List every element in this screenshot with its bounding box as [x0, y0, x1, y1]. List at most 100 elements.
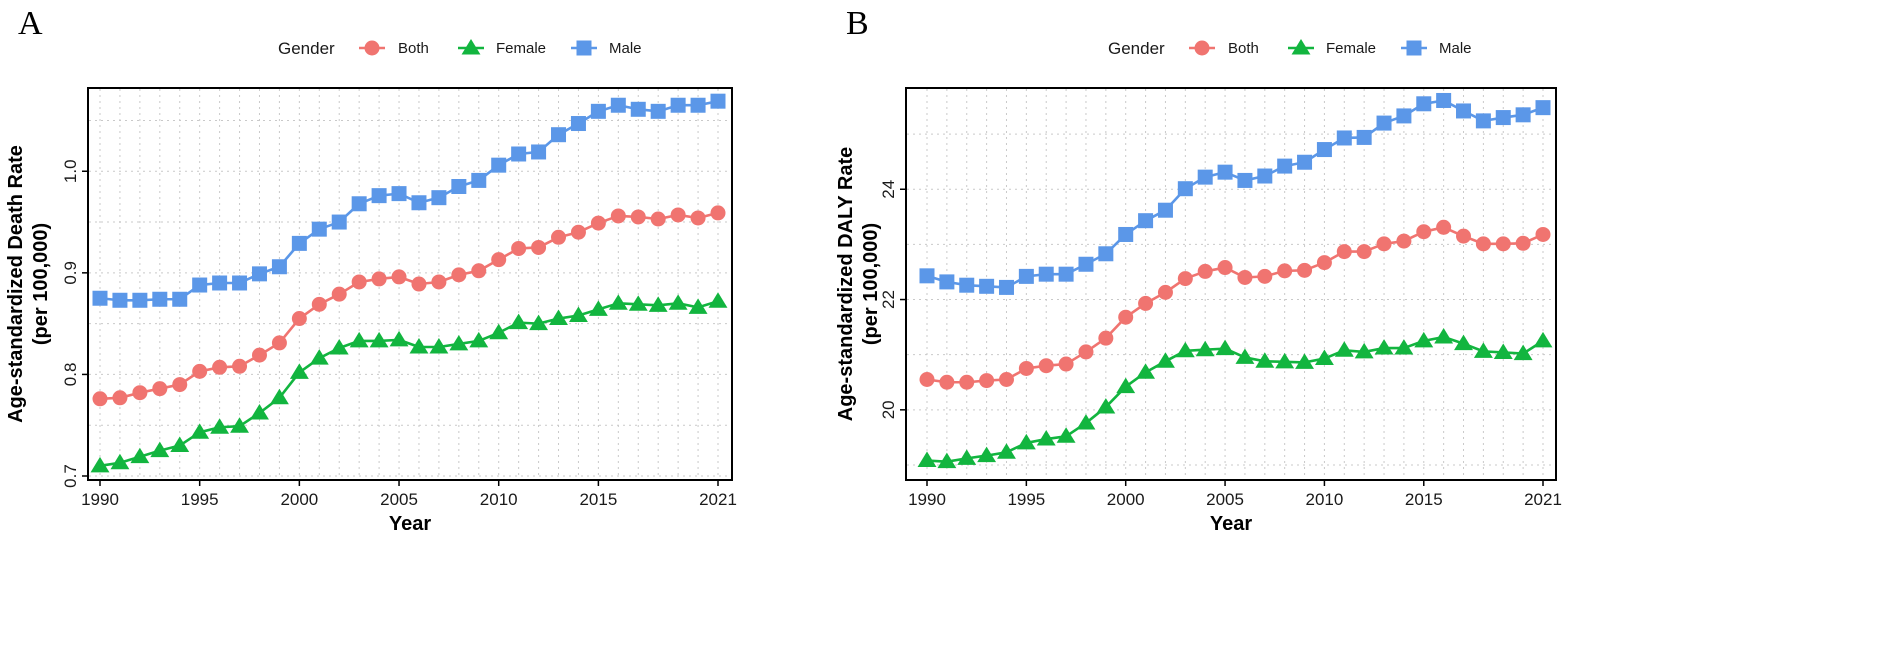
data-point-female	[170, 436, 190, 453]
data-point-both	[451, 267, 467, 283]
data-point-both	[1316, 255, 1332, 271]
data-point-male	[331, 214, 347, 230]
data-point-both	[979, 373, 995, 389]
x-axis-title: Year	[1210, 513, 1252, 535]
data-point-both	[959, 374, 975, 390]
data-point-male	[451, 179, 467, 194]
data-point-female	[1235, 348, 1255, 364]
data-point-female	[569, 306, 588, 322]
data-point-female	[1414, 331, 1434, 348]
panel-label: B	[846, 5, 869, 42]
data-point-female	[289, 363, 309, 379]
series-line-both	[926, 226, 1544, 384]
data-point-male	[1436, 92, 1452, 108]
data-point-both	[1058, 356, 1074, 372]
x-tick-label: 2015	[579, 490, 617, 509]
data-point-male	[232, 275, 248, 291]
data-point-male	[1515, 107, 1531, 123]
data-point-both	[630, 209, 646, 225]
legend-label: Male	[1439, 40, 1472, 57]
data-point-female	[429, 337, 449, 354]
data-point-female	[648, 296, 668, 312]
data-point-female	[1493, 343, 1513, 359]
plot-frame	[87, 87, 733, 481]
data-point-both	[919, 372, 935, 387]
data-point-both	[1396, 233, 1412, 249]
legend-marker-female	[1291, 39, 1311, 55]
data-point-female	[549, 309, 568, 326]
data-point-both	[232, 358, 248, 374]
data-point-both	[1297, 262, 1313, 278]
data-point-male	[271, 259, 287, 275]
data-point-both	[1078, 344, 1094, 360]
data-point-both	[610, 208, 626, 224]
data-point-both	[690, 210, 706, 226]
data-point-female	[1374, 339, 1394, 355]
data-point-male	[511, 146, 527, 162]
data-point-female	[1533, 331, 1553, 348]
series-line-male	[926, 99, 1544, 289]
data-point-male	[998, 279, 1014, 295]
data-point-female	[1036, 430, 1056, 446]
panel-label: A	[18, 5, 43, 42]
legend-item-female: Female	[1288, 39, 1376, 57]
data-point-both	[1018, 360, 1034, 376]
data-point-both	[411, 276, 427, 292]
legend-label: Both	[398, 40, 429, 57]
data-point-both	[1436, 219, 1452, 235]
data-point-both	[1197, 263, 1213, 279]
x-tick-label: 2021	[1524, 490, 1562, 509]
data-point-female	[1255, 352, 1275, 368]
data-point-male	[1257, 168, 1273, 184]
data-point-both	[1416, 224, 1432, 240]
series-both	[92, 205, 726, 407]
data-point-female	[130, 447, 150, 464]
legend: Gender Both Female Male	[278, 39, 642, 58]
data-point-both	[1356, 244, 1372, 260]
x-tick-label: 2010	[480, 490, 518, 509]
data-point-female	[509, 313, 529, 330]
data-point-both	[1495, 236, 1511, 252]
data-point-female	[110, 453, 130, 470]
data-point-male	[491, 157, 507, 173]
x-axis-title: Year	[389, 513, 431, 535]
x-tick-label: 1995	[1007, 490, 1045, 509]
data-point-both	[1475, 236, 1491, 252]
data-point-male	[1336, 130, 1352, 146]
y-axis-title: Age-standardized Death Rate	[5, 145, 27, 423]
data-point-female	[997, 443, 1016, 459]
data-point-female	[469, 331, 489, 348]
legend-title: Gender	[278, 39, 335, 58]
data-point-female	[449, 334, 469, 351]
y-axis-subtitle: (per 100,000)	[860, 223, 882, 345]
data-point-both	[212, 359, 228, 375]
data-point-male	[371, 188, 387, 204]
data-point-both	[1118, 309, 1134, 325]
series-line-female	[99, 300, 719, 468]
legend-label: Male	[609, 40, 642, 57]
data-point-male	[431, 190, 447, 206]
data-point-male	[1078, 256, 1094, 272]
data-point-female	[489, 323, 509, 340]
data-point-male	[351, 196, 367, 212]
x-tick-label: 2010	[1306, 490, 1344, 509]
x-tick-label: 2021	[699, 490, 737, 509]
data-point-female	[210, 418, 230, 434]
data-point-both	[311, 296, 327, 312]
data-point-female	[1314, 349, 1334, 366]
data-point-male	[1018, 268, 1034, 284]
data-point-both	[471, 263, 487, 279]
data-point-male	[1118, 226, 1134, 242]
y-tick-label: 0.7	[61, 464, 80, 488]
grid	[89, 89, 731, 479]
series-both	[919, 219, 1551, 390]
data-point-both	[1177, 271, 1193, 287]
data-point-female	[1295, 353, 1314, 369]
data-point-both	[1456, 228, 1472, 244]
data-point-both	[391, 269, 407, 285]
series-female	[90, 292, 728, 473]
y-axis-subtitle: (per 100,000)	[30, 223, 52, 345]
data-point-male	[531, 144, 547, 160]
data-point-female	[389, 330, 409, 347]
series-female	[917, 328, 1553, 469]
